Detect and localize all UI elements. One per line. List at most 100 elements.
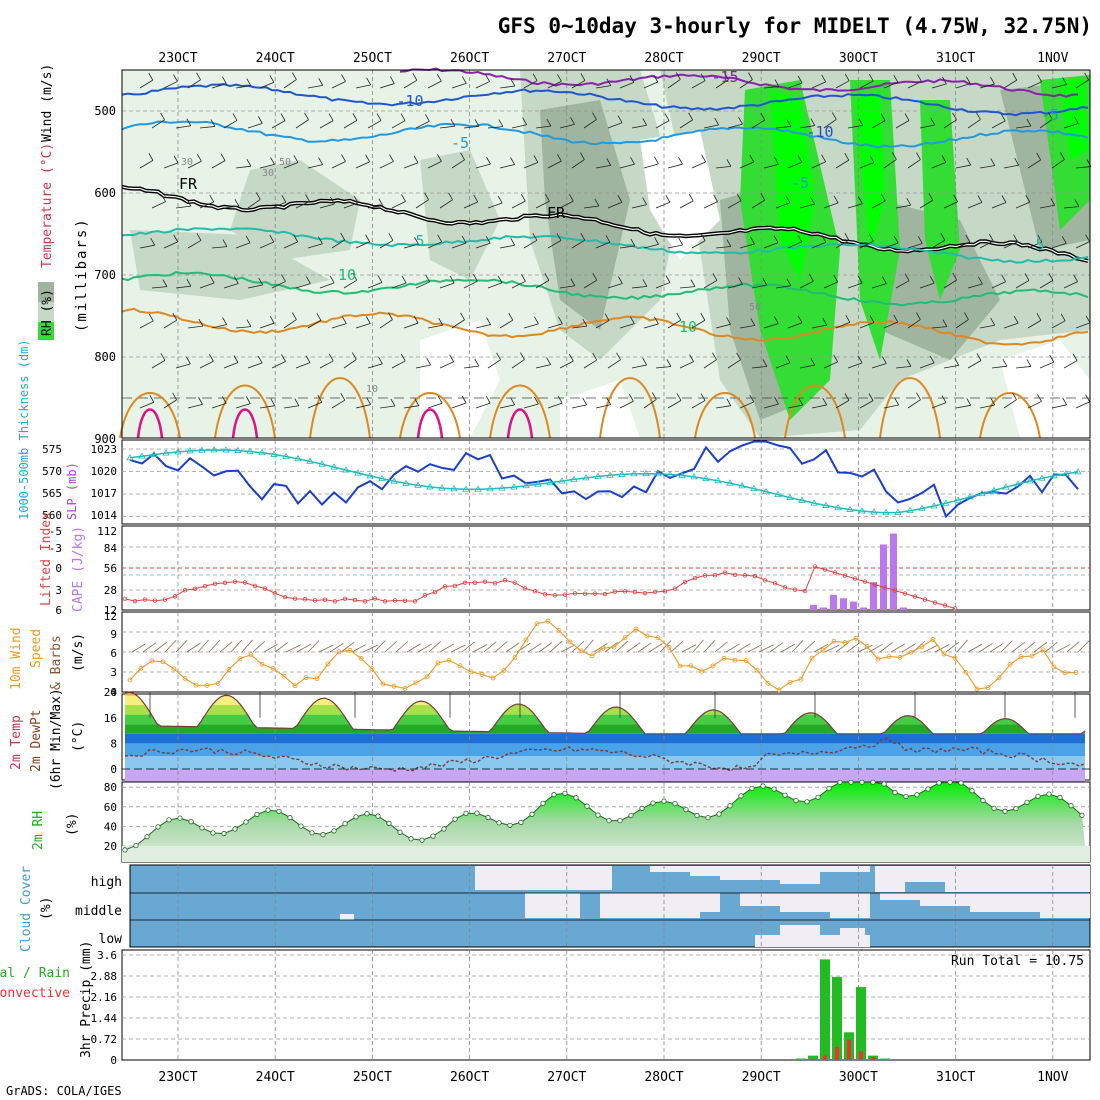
tick-label: 0	[110, 686, 117, 699]
wind-barb	[343, 202, 359, 209]
wind-barb	[583, 205, 599, 209]
lifted-index-marker	[812, 564, 818, 569]
wind-speed-marker	[732, 657, 738, 663]
lifted-index-marker	[842, 573, 848, 578]
wind-barb-flag	[414, 398, 420, 406]
wind-barb-flag	[172, 313, 178, 321]
wind-barb-flag	[570, 278, 576, 286]
rh-marker	[430, 833, 436, 839]
wind-barb-flag	[893, 235, 899, 244]
wind-barb-flag	[642, 357, 648, 366]
lifted-index-marker	[692, 575, 698, 581]
wind-barb-flag	[712, 352, 717, 360]
wind-barb	[895, 280, 910, 289]
rh-marker	[628, 812, 634, 819]
wind-barb	[499, 319, 514, 329]
bottom-date-label: 25OCT	[353, 1070, 392, 1085]
wind-barb	[247, 284, 263, 289]
wind-barb	[1015, 125, 1031, 129]
wind-barb-flag	[198, 318, 204, 327]
rh-marker	[661, 798, 667, 804]
wind-barb-flag	[352, 272, 358, 281]
wind-speed-marker	[721, 655, 727, 661]
rh-marker	[738, 793, 744, 799]
surface-wind-barb	[890, 643, 905, 653]
wind-barb	[223, 283, 239, 289]
wind-barb	[175, 125, 191, 129]
lifted-index-marker	[312, 598, 318, 603]
wind-barb	[391, 120, 406, 129]
wind-barb-flag	[797, 315, 803, 323]
wind-barb-flag	[977, 195, 983, 203]
slp-line	[129, 440, 1079, 519]
wind-barb-flag	[738, 116, 743, 125]
wind-barb-flag	[557, 153, 562, 162]
wind-barb	[775, 285, 791, 289]
surface-wind-barb	[505, 642, 520, 653]
wind-barb-flag	[1026, 118, 1032, 127]
wind-barb-flag	[617, 276, 623, 284]
wind-barb-flag	[533, 155, 539, 163]
precip-conv-bar	[823, 1055, 827, 1060]
wind-barb	[475, 163, 491, 169]
wind-barb	[835, 321, 851, 329]
rh-marker	[166, 817, 172, 823]
wind-speed-marker	[336, 649, 342, 655]
wind-speed-marker	[1062, 670, 1068, 676]
rh-marker	[287, 815, 293, 821]
cloud-level-high: high	[91, 875, 122, 890]
temperature-loop-warm	[231, 408, 259, 439]
bottom-date-label: 26OCT	[450, 1070, 489, 1085]
wind-barb	[319, 282, 335, 289]
lifted-index-marker	[452, 583, 458, 589]
wind-barb-flag	[894, 397, 900, 406]
wind-barb-flag	[1002, 358, 1008, 367]
wind-barb-flag	[173, 74, 178, 82]
rh-marker	[243, 819, 249, 825]
precip-total-bar	[856, 987, 866, 1060]
temperature-line	[124, 691, 1086, 735]
wind-barb-flag	[665, 275, 671, 283]
rh-marker	[364, 811, 370, 817]
wind-barb-flag	[544, 273, 550, 281]
temp2m-label-c: (6hr Min/Max)	[49, 688, 64, 790]
wind-barb	[211, 83, 227, 89]
wind-barb-flag	[508, 312, 514, 321]
lifted-index-marker	[802, 588, 808, 594]
wind-barb-flag	[246, 319, 252, 327]
wind-barb-flag	[700, 313, 706, 321]
surface-wind-barb	[824, 644, 840, 653]
wind-barb-flag	[197, 154, 202, 162]
wind-speed-marker	[171, 666, 177, 672]
wind-barb	[943, 201, 958, 209]
wind-speed-marker	[391, 683, 397, 689]
rh-region-dark	[540, 100, 630, 330]
contour-label: -10	[396, 92, 423, 110]
wind-barb-flag	[868, 73, 874, 82]
wind-barb	[1039, 119, 1053, 129]
lifted-index-marker	[592, 591, 598, 596]
lifted-index-marker	[622, 589, 628, 594]
top-date-label: 23OCT	[158, 51, 197, 66]
wind-barb-flag	[580, 73, 586, 81]
wind-barb	[403, 322, 419, 329]
wind-barb-flag	[294, 398, 300, 406]
wind-barb-flag	[665, 195, 671, 203]
wind-barb	[739, 243, 755, 249]
lifted-index-marker	[172, 594, 178, 599]
wind-barb	[655, 366, 671, 369]
freezing-contour-inner	[121, 186, 1089, 262]
wind-speed-marker	[820, 647, 826, 653]
wind-barb	[847, 203, 863, 209]
lifted-index-marker	[642, 590, 648, 596]
wind-speed-marker	[369, 666, 375, 672]
cloud-clear-low	[840, 928, 865, 936]
tick-label: 6	[55, 604, 62, 617]
wind-barb	[823, 361, 838, 369]
wind-speed-marker	[842, 640, 848, 645]
wind-barb	[703, 280, 718, 289]
temperature-contour	[121, 83, 1089, 117]
surface-wind-barb	[483, 641, 497, 653]
wind-barb	[811, 324, 827, 329]
wind-barb	[907, 399, 921, 409]
